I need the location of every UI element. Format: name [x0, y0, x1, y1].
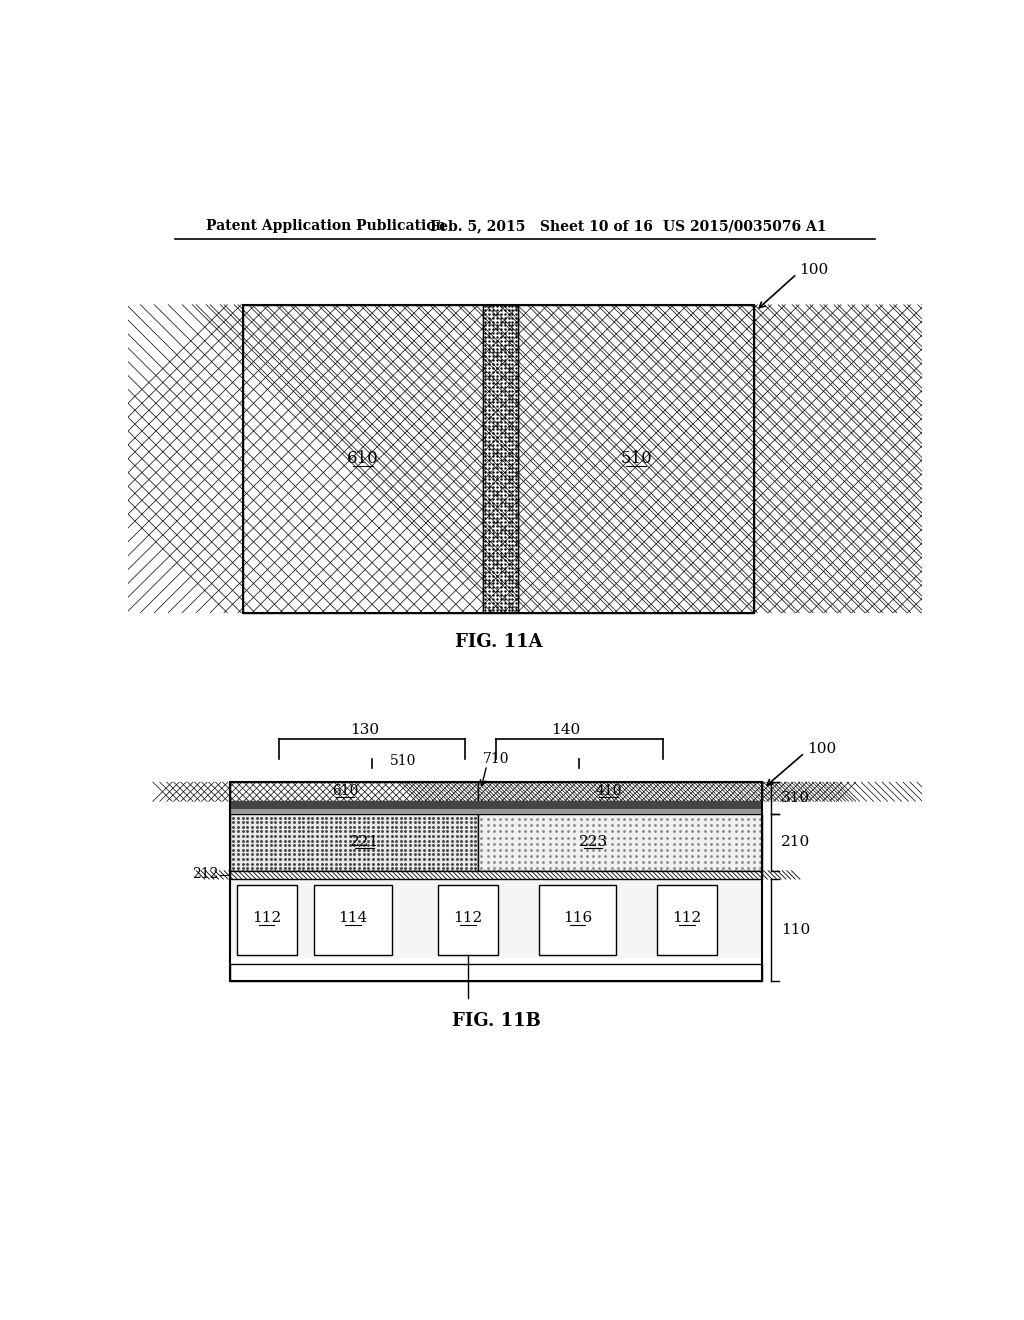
Text: 610: 610 [332, 784, 358, 799]
Bar [230, 879, 762, 958]
Text: 510: 510 [621, 450, 652, 467]
Text: 100: 100 [807, 742, 837, 756]
Text: Patent Application Publication: Patent Application Publication [206, 219, 445, 234]
Bar [243, 305, 755, 612]
Bar [230, 801, 762, 809]
Text: Feb. 5, 2015   Sheet 10 of 16: Feb. 5, 2015 Sheet 10 of 16 [430, 219, 653, 234]
Bar [230, 809, 762, 814]
Text: 410: 410 [595, 784, 622, 799]
Bar [243, 305, 483, 612]
Bar [230, 964, 762, 981]
Bar [478, 814, 762, 871]
Text: 112: 112 [672, 911, 701, 925]
Text: 114: 114 [338, 911, 368, 925]
Text: 610: 610 [347, 450, 379, 467]
Text: 116: 116 [563, 911, 592, 925]
Text: 310: 310 [781, 791, 810, 805]
Text: 210: 210 [781, 836, 811, 849]
Text: 140: 140 [551, 723, 581, 737]
Bar [230, 814, 478, 871]
Text: 510: 510 [390, 754, 417, 767]
Text: 110: 110 [781, 923, 811, 937]
Bar [483, 305, 518, 612]
Bar [656, 884, 717, 956]
Text: FIG. 11B: FIG. 11B [452, 1012, 541, 1030]
Bar [539, 884, 616, 956]
Text: 130: 130 [350, 723, 379, 737]
Bar [438, 884, 499, 956]
Bar [314, 884, 391, 956]
Text: 221: 221 [350, 836, 379, 849]
Text: 710: 710 [483, 752, 510, 766]
Bar [518, 305, 755, 612]
Text: FIG. 11A: FIG. 11A [455, 634, 543, 651]
Text: 112: 112 [252, 911, 282, 925]
Bar [237, 884, 297, 956]
Bar [230, 781, 762, 981]
Text: US 2015/0035076 A1: US 2015/0035076 A1 [663, 219, 826, 234]
Text: 212: 212 [193, 867, 219, 882]
Text: 100: 100 [799, 263, 828, 277]
Text: 112: 112 [454, 911, 483, 925]
Bar [230, 871, 762, 879]
Text: 223: 223 [579, 836, 607, 849]
Bar [230, 781, 478, 801]
Bar [478, 781, 762, 801]
